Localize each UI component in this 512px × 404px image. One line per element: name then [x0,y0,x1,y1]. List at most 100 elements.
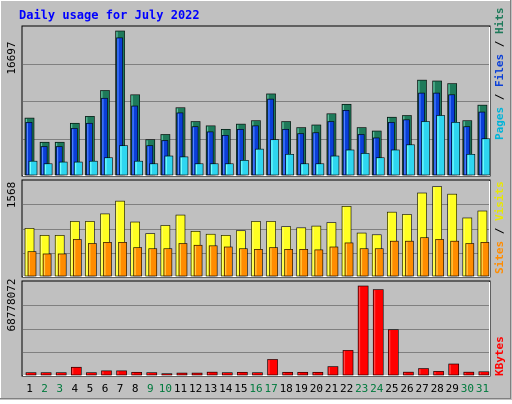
sites-bar-day-2 [43,254,51,276]
middle-panel-legend: Sites / Visits [493,181,506,274]
bottom-panel-legend: KBytes [493,336,506,376]
pages-bar-day-29 [452,122,460,175]
kbytes-bar-day-16-highlight [253,373,254,374]
kbytes-bar-day-11 [177,373,187,375]
kbytes-bar-day-21-highlight [329,367,330,374]
pages-bar-day-18 [286,154,294,175]
pages-bar-day-20-highlight [317,165,318,175]
kbytes-bar-day-10-body [162,374,172,375]
pages-bar-day-11-highlight [181,158,182,175]
kbytes-bar-day-31-highlight [480,373,481,375]
files-bar-day-2-highlight [42,147,43,174]
files-bar-day-24-highlight [374,139,375,174]
day-label-31: 31 [476,382,489,395]
day-label-16: 16 [249,382,262,395]
day-label-22: 22 [340,382,353,395]
pages-bar-day-22 [346,150,354,175]
kbytes-bar-day-26-highlight [404,373,405,374]
kbytes-bar-day-5-highlight [87,373,88,374]
sites-bar-day-7-highlight [119,243,120,275]
kbytes-bar-day-21 [328,367,338,375]
sites-bar-day-20 [315,250,323,276]
kbytes-bar-day-3-highlight [57,373,58,374]
kbytes-bar-day-18-highlight [283,373,284,374]
sites-bar-day-9-highlight [150,250,151,276]
pages-bar-day-23-highlight [362,154,363,174]
kbytes-bar-day-13-highlight [208,373,209,374]
files-bar-day-30-highlight [465,128,466,175]
pages-bar-day-9 [150,164,158,175]
day-label-19: 19 [295,382,308,395]
visits-bar-day-25-highlight [388,213,389,275]
sites-bar-day-18-highlight [285,250,286,275]
pages-bar-day-16 [255,149,263,175]
files-bar-day-17-highlight [268,100,269,174]
kbytes-bar-day-8 [132,372,142,375]
files-bar-day-1-highlight [27,123,28,174]
pages-bar-day-28 [437,115,445,175]
sites-bar-day-24-highlight [376,250,377,276]
pages-bar-day-13 [210,164,218,175]
kbytes-bar-day-1-highlight [27,373,28,374]
kbytes-bar-day-10 [162,374,172,375]
sites-bar-day-4 [73,239,81,276]
kbytes-bar-day-20-highlight [314,373,315,374]
sites-bar-day-30-highlight [467,244,468,275]
day-label-15: 15 [234,382,247,395]
sites-bar-day-22 [345,243,353,276]
legend-sep-3: / [493,221,506,241]
pages-bar-day-31-highlight [483,140,484,175]
pages-bar-day-10 [165,156,173,175]
pages-bar-day-6-highlight [105,159,106,175]
pages-bar-day-13-highlight [211,165,212,175]
legend-sites: Sites [493,241,506,274]
legend-sites-visits: Sites / Visits [493,181,506,274]
sites-bar-day-31-highlight [482,243,483,275]
day-label-24: 24 [370,382,384,395]
pages-bar-day-25 [391,150,399,175]
pages-bar-day-9-highlight [151,165,152,175]
files-bar-day-6-highlight [102,99,103,174]
sites-bar-day-8-highlight [134,248,135,275]
visits-bar-day-1-highlight [26,229,27,275]
visits-bar-day-31-highlight [479,212,480,275]
pages-bar-day-3 [59,162,67,175]
day-label-17: 17 [264,382,277,395]
pages-bar-day-6 [104,158,112,175]
day-label-4: 4 [71,382,78,395]
visits-bar-day-29-highlight [449,195,450,275]
visits-bar-day-5-highlight [86,222,87,275]
day-label-7: 7 [117,382,124,395]
sites-bar-day-18 [285,249,293,276]
sites-bar-day-10 [164,249,172,276]
visits-bar-day-21-highlight [328,223,329,275]
pages-bar-day-29-highlight [453,123,454,174]
kbytes-bar-day-7-highlight [117,372,118,375]
kbytes-bar-day-22-highlight [344,351,345,374]
visits-bar-day-4-highlight [71,222,72,275]
visits-bar-day-18-highlight [282,227,283,275]
visits-bar-day-19-highlight [298,229,299,276]
sites-bar-day-17-highlight [270,248,271,275]
kbytes-bar-day-2 [41,373,51,375]
sites-bar-day-12-highlight [195,246,196,275]
visits-bar-day-9-highlight [147,234,148,275]
sites-bar-day-11-highlight [180,244,181,275]
sites-bar-day-20-highlight [316,251,317,276]
visits-bar-day-17-highlight [267,222,268,275]
sites-bar-day-25 [390,241,398,276]
pages-bar-day-22-highlight [347,151,348,174]
visits-bar-day-20-highlight [313,227,314,275]
kbytes-bar-day-16 [252,373,262,375]
pages-bar-day-12 [195,164,203,175]
pages-bar-day-8-highlight [135,162,136,174]
kbytes-bar-day-8-highlight [132,373,133,374]
kbytes-bar-day-6-highlight [102,372,103,375]
kbytes-bar-day-28-highlight [434,372,435,374]
sites-bar-day-2-highlight [44,255,45,275]
kbytes-bar-day-1 [26,373,36,375]
visits-bar-day-7-highlight [116,202,117,275]
kbytes-bar-day-29-highlight [450,365,451,374]
pages-bar-day-30-highlight [468,155,469,174]
